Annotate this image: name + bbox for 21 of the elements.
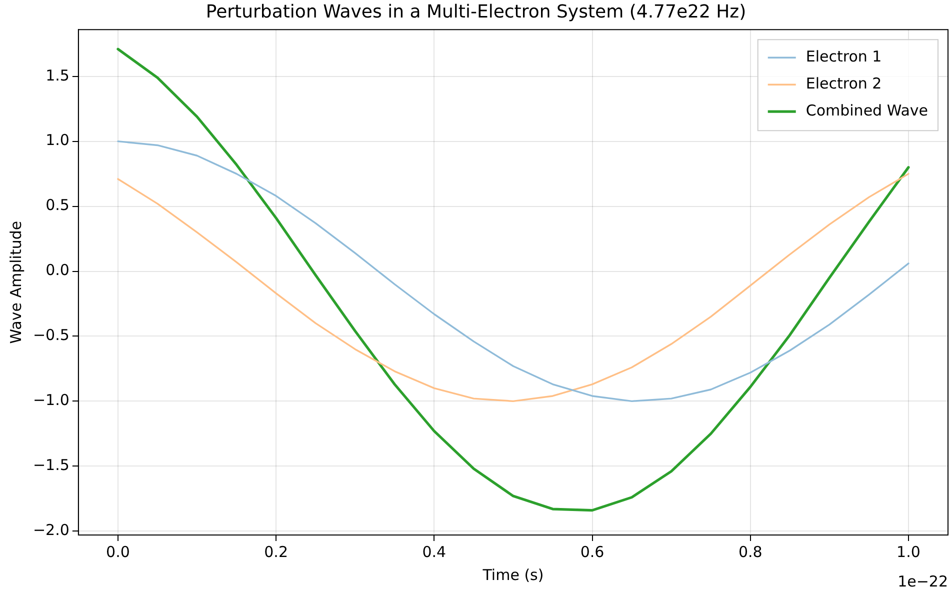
x-tick-label: 0.6 bbox=[580, 542, 604, 561]
y-tick-label: 1.0 bbox=[46, 131, 70, 150]
y-axis-title: Wave Amplitude bbox=[6, 220, 25, 344]
x-tick-label: 0.0 bbox=[106, 542, 130, 561]
y-tick-label: 0.5 bbox=[46, 196, 70, 214]
x-axis-title: Time (s) bbox=[482, 566, 544, 584]
legend-label: Electron 1 bbox=[806, 47, 882, 66]
y-tick-label: 0.0 bbox=[46, 261, 70, 280]
y-tick-label: −1.0 bbox=[32, 391, 70, 410]
chart-title: Perturbation Waves in a Multi-Electron System (4.77e22 Hz) bbox=[206, 1, 746, 22]
y-tick-label: 1.5 bbox=[46, 66, 70, 84]
y-tick-label: −0.5 bbox=[32, 326, 70, 344]
x-tick-label: 0.4 bbox=[422, 542, 446, 561]
text: 1e−22 bbox=[898, 572, 948, 590]
x-tick-label: 0.8 bbox=[738, 542, 762, 561]
legend-label: Combined Wave bbox=[806, 101, 928, 120]
y-tick-label: −2.0 bbox=[32, 520, 70, 539]
legend-label: Electron 2 bbox=[806, 74, 882, 92]
x-tick-label: 0.2 bbox=[264, 542, 288, 561]
y-tick-label: −1.5 bbox=[32, 456, 70, 474]
x-tick-label: 1.0 bbox=[896, 542, 920, 561]
